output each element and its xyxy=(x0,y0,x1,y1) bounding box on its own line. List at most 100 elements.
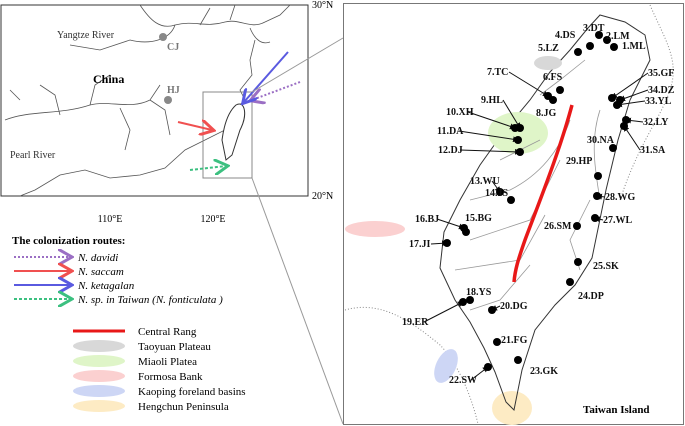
site xyxy=(566,278,574,286)
site-label: 27.WL xyxy=(603,215,633,226)
site xyxy=(484,363,492,371)
site-pointer xyxy=(459,148,521,155)
site xyxy=(586,42,594,50)
site-pointer xyxy=(508,71,549,97)
site xyxy=(549,96,557,104)
site xyxy=(573,222,581,230)
site xyxy=(574,258,582,266)
site-pointer xyxy=(458,130,519,143)
kaoping-basins xyxy=(434,349,458,383)
regions-legend: Central Rang Taoyuan Plateau Miaoli Plat… xyxy=(73,326,246,413)
site xyxy=(622,116,630,124)
lat-label: 30°N xyxy=(312,0,333,11)
zoom-line xyxy=(251,37,344,93)
site-label: 6.FS xyxy=(543,72,563,83)
site xyxy=(496,188,504,196)
site-label: 21.FG xyxy=(501,335,528,346)
site xyxy=(443,239,451,247)
site-pointer xyxy=(623,125,641,151)
site-pointer xyxy=(423,301,464,323)
site xyxy=(556,86,564,94)
site xyxy=(488,306,496,314)
place-label: Yangtze River xyxy=(57,30,115,41)
lat-label: 20°N xyxy=(312,191,333,202)
site-label: 28.WG xyxy=(605,192,636,203)
site-label: 9.HL xyxy=(481,95,503,106)
legend-swatch xyxy=(73,400,125,412)
site xyxy=(595,31,603,39)
legend-label: Miaoli Platea xyxy=(138,356,197,368)
legend-label: Kaoping foreland basins xyxy=(138,386,246,398)
route-arrow xyxy=(244,51,289,102)
map-frame xyxy=(0,4,309,197)
site xyxy=(460,224,468,232)
site xyxy=(593,192,601,200)
site xyxy=(466,296,474,304)
site xyxy=(514,136,522,144)
site xyxy=(516,148,524,156)
site-label: 15.BG xyxy=(465,213,492,224)
place-label: China xyxy=(93,72,124,86)
site xyxy=(514,356,522,364)
yangtze-river xyxy=(69,4,291,51)
site xyxy=(594,172,602,180)
site-label: 12.DJ xyxy=(438,145,463,156)
site-label: 1.ML xyxy=(622,41,646,52)
legend-label: N. saccam xyxy=(77,266,124,278)
site-pointer xyxy=(467,111,516,130)
panel-title: Taiwan Island xyxy=(583,404,650,416)
legend-label: N. davidi xyxy=(77,252,118,264)
site-label: 29.HP xyxy=(566,156,592,167)
site-label: 8.JG xyxy=(536,108,557,119)
taoyuan-plateau xyxy=(534,56,562,70)
site-hj xyxy=(164,96,172,104)
site xyxy=(616,96,624,104)
legend-label: Taoyuan Plateau xyxy=(138,341,211,353)
site-label: 34.DZ xyxy=(648,85,675,96)
site-label: 5.LZ xyxy=(538,43,559,54)
site xyxy=(493,338,501,346)
coastline xyxy=(19,39,256,197)
route-arrow xyxy=(177,122,212,130)
site-label: 32.LY xyxy=(643,117,669,128)
route-arrow xyxy=(189,166,226,170)
site-label: 13.WU xyxy=(470,176,500,187)
site-label: 19.ER xyxy=(402,317,429,328)
site-label: 16.BJ xyxy=(415,214,439,225)
site-label: 25.SK xyxy=(593,261,619,272)
site-label: 22.SW xyxy=(449,375,477,386)
site xyxy=(459,298,467,306)
site-pointer xyxy=(436,218,465,230)
site-label: 24.DP xyxy=(578,291,604,302)
formosa-bank xyxy=(345,221,405,237)
site-label: 17.JI xyxy=(409,239,431,250)
site-pointer xyxy=(611,72,649,99)
place-label: Pearl River xyxy=(10,150,56,161)
taiwan-map: Taiwan Island 1.ML2.LM3.DT 4.DS 5.LZ 6.FS 7.… xyxy=(343,3,684,425)
route-arrow xyxy=(252,81,301,100)
site xyxy=(507,196,515,204)
legend-label: N. ketagalan xyxy=(77,280,135,292)
site-label: 23.GK xyxy=(530,366,558,377)
site-label: 18.YS xyxy=(466,287,492,298)
site-label: 26.SM xyxy=(544,221,572,232)
lon-label: 120°E xyxy=(200,214,225,225)
routes-legend: The colonization routes: N. davidi N. sa… xyxy=(12,235,223,306)
site-label: 3.DT xyxy=(583,23,605,34)
site-label: 20.DG xyxy=(500,301,528,312)
site-label: 11.DA xyxy=(437,126,464,137)
zoom-line xyxy=(251,177,344,425)
site xyxy=(608,94,616,102)
site xyxy=(610,43,618,51)
legend-label: N. sp. in Taiwan (N. fonticulata ) xyxy=(77,294,223,306)
taiwan-outline xyxy=(221,103,246,161)
site-pointer xyxy=(502,99,521,129)
site-label: 10.XH xyxy=(446,107,474,118)
site xyxy=(574,48,582,56)
site xyxy=(609,144,617,152)
legend-swatch xyxy=(73,340,125,352)
site-label: 31.SA xyxy=(640,145,666,156)
legend-label: Formosa Bank xyxy=(138,371,203,383)
site-pointer xyxy=(616,100,646,108)
